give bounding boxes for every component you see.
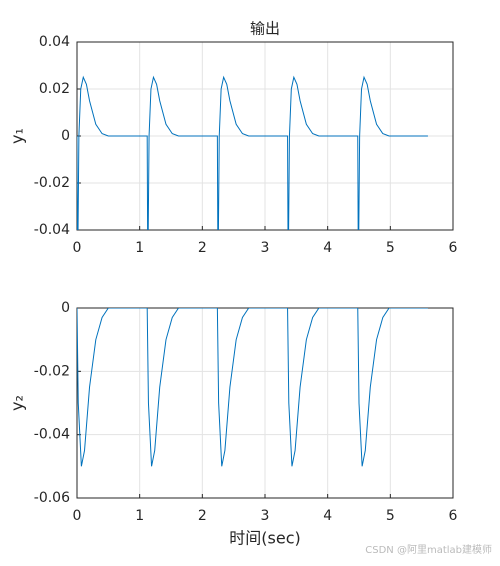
y-tick-label: 0 <box>61 300 70 316</box>
x-tick-label: 2 <box>198 508 207 524</box>
x-axis-label: 时间(sec) <box>229 529 300 548</box>
x-tick-label: 6 <box>449 240 458 256</box>
x-tick-label: 2 <box>198 240 207 256</box>
y-tick-label: 0.02 <box>39 81 70 97</box>
x-tick-label: 5 <box>386 508 395 524</box>
data-line <box>77 308 428 467</box>
y-axis-label: y₁ <box>8 128 27 144</box>
data-line <box>77 75 428 230</box>
x-tick-label: 4 <box>323 240 332 256</box>
y-axis-label: y₂ <box>8 395 27 411</box>
y-tick-label: 0.04 <box>39 34 70 50</box>
x-tick-label: 6 <box>449 508 458 524</box>
x-tick-label: 3 <box>261 240 270 256</box>
y-tick-label: -0.02 <box>34 363 70 379</box>
y-tick-label: -0.04 <box>34 222 70 238</box>
x-tick-label: 4 <box>323 508 332 524</box>
watermark: CSDN @阿里matlab建模师 <box>365 543 492 556</box>
x-tick-label: 3 <box>261 508 270 524</box>
x-tick-label: 1 <box>135 508 144 524</box>
x-tick-label: 1 <box>135 240 144 256</box>
y-tick-label: -0.06 <box>34 490 70 506</box>
x-tick-label: 5 <box>386 240 395 256</box>
chart-title: 输出 <box>250 20 280 38</box>
y-tick-label: 0 <box>61 128 70 144</box>
y-tick-label: -0.04 <box>34 427 70 443</box>
x-tick-label: 0 <box>73 508 82 524</box>
x-tick-label: 0 <box>73 240 82 256</box>
y-tick-label: -0.02 <box>34 175 70 191</box>
